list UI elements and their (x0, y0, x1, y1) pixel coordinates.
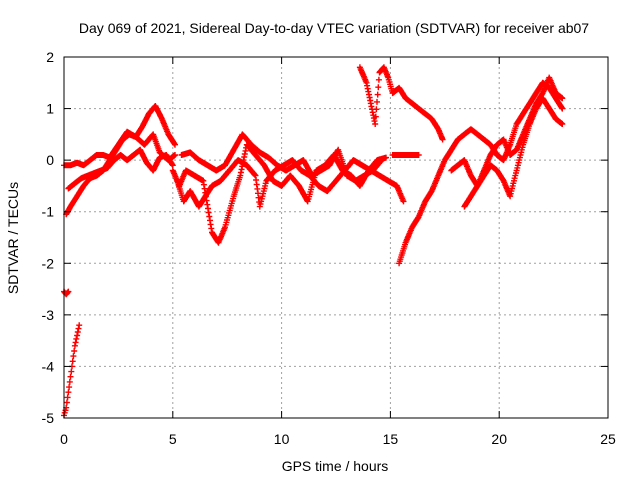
y-tick-label: -5 (42, 410, 55, 426)
data-point-trace (65, 146, 176, 192)
x-axis-label: GPS time / hours (282, 458, 389, 474)
y-tick-label: -2 (42, 255, 55, 271)
grid-lines (64, 57, 608, 418)
y-axis-label: SDTVAR / TECUs (5, 182, 21, 294)
y-tick-label: 2 (46, 49, 54, 65)
y-tick-label: 1 (46, 101, 54, 117)
x-tick-label: 20 (491, 431, 507, 447)
data-points (61, 64, 566, 419)
x-tick-label: 15 (383, 431, 399, 447)
x-tick-label: 25 (600, 431, 616, 447)
data-point-trace (178, 131, 385, 184)
x-tick-label: 0 (60, 431, 68, 447)
data-point-trace (389, 152, 422, 158)
data-point-trace (174, 157, 407, 210)
data-point-trace (61, 288, 72, 298)
x-tick-label: 5 (169, 431, 177, 447)
plot-frame (63, 56, 609, 419)
y-tick-label: 0 (46, 152, 54, 168)
data-point-trace (169, 141, 389, 246)
y-tick-label: -3 (42, 307, 55, 323)
axis-ticks: 0 5 10 15 20 25 -5 -4 -3 -2 -1 0 1 2 (42, 49, 616, 447)
data-point-trace (461, 74, 566, 210)
x-tick-label: 10 (274, 431, 290, 447)
chart-title: Day 069 of 2021, Sidereal Day-to-day VTE… (79, 20, 589, 36)
data-point-trace (356, 64, 446, 143)
y-tick-label: -1 (42, 204, 55, 220)
y-tick-label: -4 (42, 358, 55, 374)
